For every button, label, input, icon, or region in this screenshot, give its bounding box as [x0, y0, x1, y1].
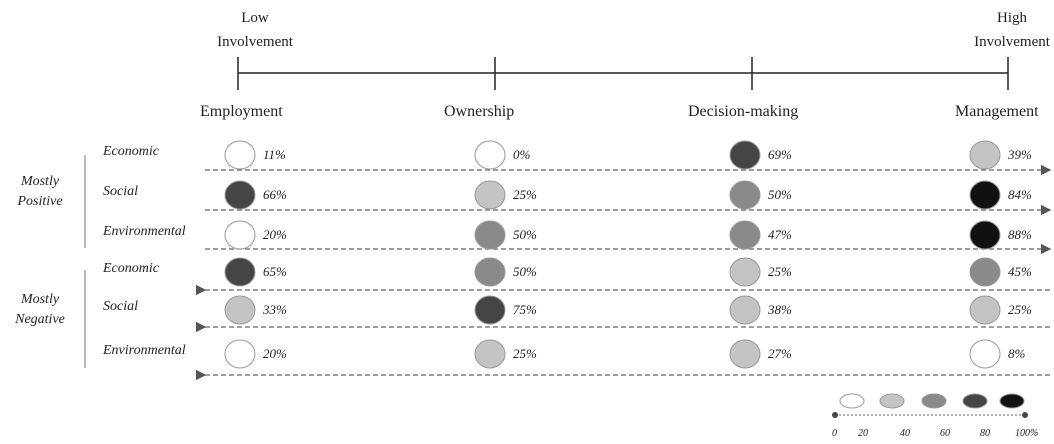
- percent-label: 11%: [263, 147, 286, 162]
- involvement-circle: [224, 295, 256, 325]
- group-label: Mostly Positive: [17, 174, 63, 209]
- percent-label: 20%: [263, 346, 287, 361]
- percent-label: 69%: [768, 147, 792, 162]
- involvement-circle: [474, 220, 506, 250]
- involvement-circle: [224, 220, 256, 250]
- legend-swatch: [839, 393, 865, 409]
- involvement-circle: [224, 180, 256, 210]
- involvement-circle: [474, 140, 506, 170]
- percent-label: 25%: [768, 264, 792, 279]
- involvement-circle: [474, 180, 506, 210]
- percent-label: 50%: [513, 264, 537, 279]
- percent-label: 39%: [1008, 147, 1032, 162]
- involvement-circle: [474, 295, 506, 325]
- involvement-circle: [729, 180, 761, 210]
- involvement-circle: [729, 339, 761, 369]
- percent-label: 50%: [513, 227, 537, 242]
- involvement-circle: [729, 295, 761, 325]
- row-label: Social: [103, 184, 138, 199]
- percent-label: 20%: [263, 227, 287, 242]
- percent-label: 65%: [263, 264, 287, 279]
- involvement-circle: [729, 140, 761, 170]
- legend-scale: [832, 412, 1028, 418]
- involvement-circle: [969, 295, 1001, 325]
- percent-label: 84%: [1008, 187, 1032, 202]
- legend-swatch: [921, 393, 947, 409]
- group-label: Mostly Negative: [15, 292, 65, 327]
- row-label: Social: [103, 299, 138, 314]
- involvement-circle: [474, 339, 506, 369]
- percent-label: 38%: [768, 302, 792, 317]
- legend-tick-label: 40: [900, 428, 910, 439]
- involvement-circle: [729, 257, 761, 287]
- percent-label: 50%: [768, 187, 792, 202]
- involvement-circle: [969, 257, 1001, 287]
- involvement-circle: [969, 180, 1001, 210]
- percent-label: 25%: [513, 187, 537, 202]
- percent-label: 25%: [513, 346, 537, 361]
- column-header: Decision-making: [688, 103, 799, 120]
- column-header: Ownership: [444, 103, 515, 120]
- row-label: Economic: [103, 144, 159, 159]
- legend-tick-label: 20: [858, 428, 868, 439]
- percent-label: 33%: [263, 302, 287, 317]
- legend-swatch: [879, 393, 905, 409]
- legend-tick-label: 80: [980, 428, 990, 439]
- percent-label: 47%: [768, 227, 792, 242]
- row-label: Environmental: [103, 224, 186, 239]
- involvement-circle: [729, 220, 761, 250]
- column-header: Employment: [200, 103, 283, 120]
- legend-tick-label: 60: [940, 428, 950, 439]
- row-label: Environmental: [103, 343, 186, 358]
- percent-label: 25%: [1008, 302, 1032, 317]
- percent-label: 45%: [1008, 264, 1032, 279]
- percent-label: 88%: [1008, 227, 1032, 242]
- involvement-circle: [224, 339, 256, 369]
- legend-tick-label: 0: [832, 428, 837, 439]
- arrows: [195, 164, 1052, 381]
- row-label: Economic: [103, 261, 159, 276]
- involvement-circle: [474, 257, 506, 287]
- low-involvement-label: Low Involvement: [217, 10, 293, 50]
- high-involvement-label: High Involvement: [974, 10, 1050, 50]
- percent-label: 75%: [513, 302, 537, 317]
- legend-swatch: [999, 393, 1025, 409]
- percent-label: 0%: [513, 147, 531, 162]
- percent-label: 8%: [1008, 346, 1026, 361]
- involvement-circle: [969, 140, 1001, 170]
- percent-label: 27%: [768, 346, 792, 361]
- column-header: Management: [955, 103, 1039, 120]
- legend-tick-label: 100%: [1015, 428, 1039, 439]
- involvement-circle: [224, 257, 256, 287]
- involvement-axis: [237, 57, 1009, 90]
- percent-label: 66%: [263, 187, 287, 202]
- involvement-circle: [969, 339, 1001, 369]
- involvement-circle: [969, 220, 1001, 250]
- legend-swatch: [962, 393, 988, 409]
- involvement-circle: [224, 140, 256, 170]
